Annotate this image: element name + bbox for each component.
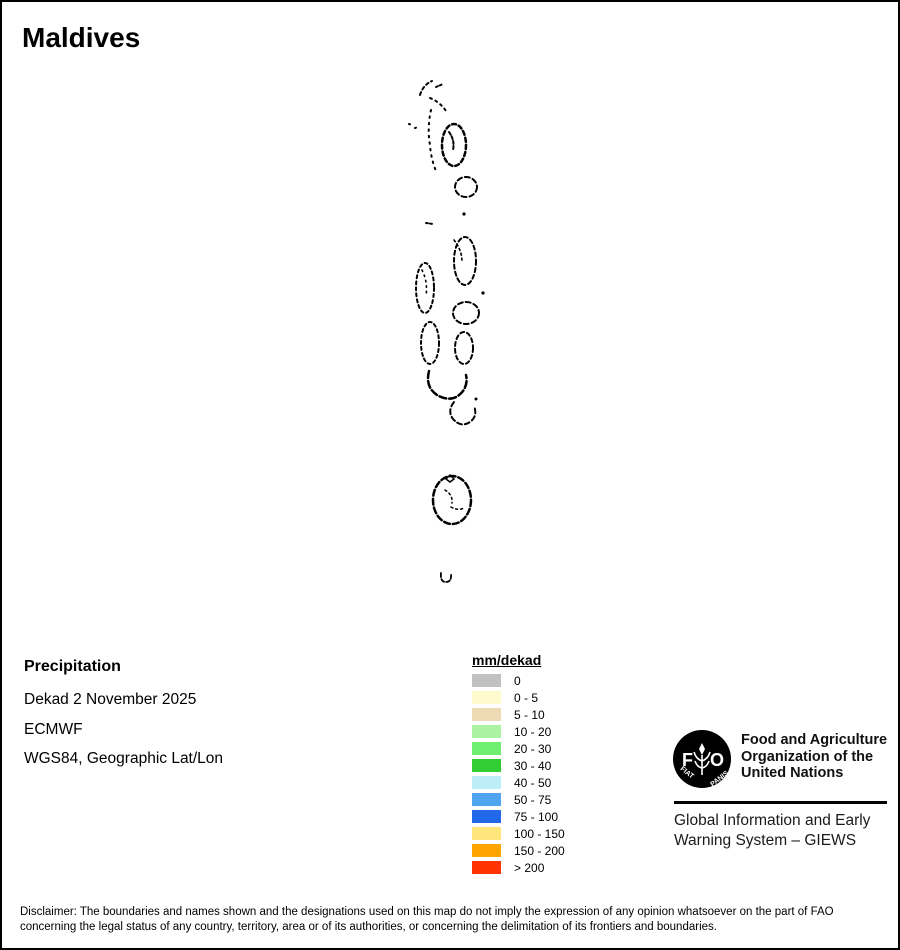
legend-row: 75 - 100 [472, 809, 565, 824]
legend-label: 30 - 40 [514, 758, 552, 773]
precipitation-heading: Precipitation [24, 658, 121, 675]
legend-row: 10 - 20 [472, 724, 565, 739]
legend-label: 5 - 10 [514, 707, 545, 722]
fao-logo-letter-f: F [682, 750, 693, 770]
legend-label: 50 - 75 [514, 792, 552, 807]
legend-row: 100 - 150 [472, 826, 565, 841]
legend-row: 50 - 75 [472, 792, 565, 807]
giews-line2: Warning System – GIEWS [674, 832, 857, 849]
legend-swatch [472, 861, 501, 874]
disclaimer-line1: Disclaimer: The boundaries and names sho… [20, 906, 834, 918]
legend-row: 5 - 10 [472, 707, 565, 722]
legend-swatch [472, 810, 501, 823]
legend-row: > 200 [472, 860, 565, 875]
fao-logo-icon: F O FIAT PANIS [673, 730, 731, 788]
legend-swatch [472, 776, 501, 789]
legend-row: 40 - 50 [472, 775, 565, 790]
fao-org-line2: Organization of the [741, 748, 874, 765]
page-title: Maldives [22, 22, 141, 53]
fao-org-line1: Food and Agriculture [741, 732, 888, 748]
legend-swatch [472, 844, 501, 857]
giews-label: Global Information and Early Warning Sys… [674, 811, 870, 851]
projection-label: WGS84, Geographic Lat/Lon [24, 750, 224, 767]
legend-label: 0 - 5 [514, 690, 539, 705]
legend-label: 40 - 50 [514, 775, 552, 790]
fao-divider-rule [674, 801, 887, 804]
legend-label: 100 - 150 [514, 826, 565, 841]
legend-row: 0 - 5 [472, 690, 565, 705]
legend-swatch [472, 691, 501, 704]
legend-label: 75 - 100 [514, 809, 559, 824]
disclaimer-text: Disclaimer: The boundaries and names sho… [20, 905, 890, 935]
legend-swatch [472, 759, 501, 772]
fao-org-line3: United Nations [741, 765, 844, 781]
legend-row: 150 - 200 [472, 843, 565, 858]
legend-row: 20 - 30 [472, 741, 565, 756]
legend-swatch [472, 827, 501, 840]
legend-row: 0 [472, 673, 565, 688]
legend-swatch [472, 793, 501, 806]
disclaimer-line2: concerning the legal status of any count… [20, 921, 717, 933]
legend-swatch [472, 742, 501, 755]
dekad-label: Dekad 2 November 2025 [24, 691, 197, 708]
legend-label: 20 - 30 [514, 741, 552, 756]
legend-label: > 200 [514, 860, 545, 875]
legend-label: 0 [514, 673, 521, 688]
source-label: ECMWF [24, 721, 83, 738]
fao-logo-letter-o: O [710, 750, 724, 770]
giews-line1: Global Information and Early [674, 812, 871, 829]
legend-swatch [472, 725, 501, 738]
legend-label: 10 - 20 [514, 724, 552, 739]
wheat-ear-icon [693, 743, 711, 775]
legend-row: 30 - 40 [472, 758, 565, 773]
map-info-heading: Precipitation [24, 658, 354, 676]
legend-swatch [472, 674, 501, 687]
precipitation-legend: mm/dekad 0 0 - 5 5 - 10 10 - 20 20 - 30 … [472, 652, 565, 878]
legend-title: mm/dekad [472, 652, 542, 668]
legend-swatch [472, 708, 501, 721]
fao-org-name: Food and Agriculture Organization of the… [741, 732, 887, 782]
legend-label: 150 - 200 [514, 843, 565, 858]
